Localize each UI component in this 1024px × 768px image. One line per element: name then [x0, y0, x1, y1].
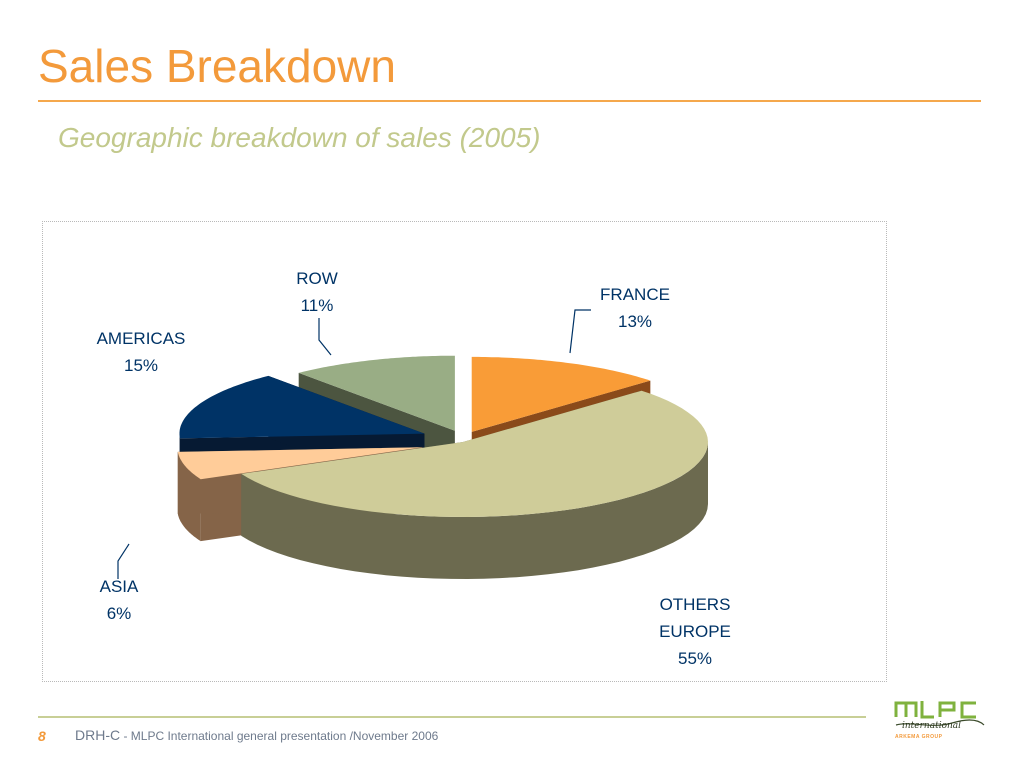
slide-title: Sales Breakdown: [38, 40, 396, 92]
leader-line: [117, 543, 130, 579]
leader-line: [318, 318, 332, 356]
page-number: 8: [38, 728, 46, 744]
slice-label: ASIA: [100, 577, 139, 596]
footer-divider: [38, 716, 866, 718]
svg-text:international: international: [902, 721, 961, 731]
slice-label: ROW: [296, 269, 338, 288]
slice-label: OTHERS: [660, 595, 731, 614]
pie-chart: FRANCE 13% OTHERS EUROPE 55% ASIA 6% AMERICAS 15…: [97, 269, 731, 668]
slice-label: AMERICAS: [97, 329, 186, 348]
pie-slice-others-europe: [241, 390, 709, 579]
footer-description: - MLPC International general presentatio…: [120, 729, 439, 743]
leader-line: [569, 309, 591, 354]
mlpc-logo: international: [894, 701, 985, 731]
footer-text: DRH-C - MLPC International general prese…: [75, 727, 438, 745]
slice-value-label: 15%: [124, 356, 158, 375]
slice-value-label: 6%: [107, 604, 132, 623]
logo-caption: ARKEMA GROUP: [895, 734, 943, 740]
title-divider: [38, 100, 981, 102]
slice-value-label: 13%: [618, 312, 652, 331]
pie-chart-frame: FRANCE 13% OTHERS EUROPE 55% ASIA 6% AMERICAS 15…: [42, 221, 887, 682]
slice-value-label: 55%: [678, 649, 712, 668]
slice-label: EUROPE: [659, 622, 731, 641]
slice-label: FRANCE: [600, 285, 670, 304]
slide-subtitle: Geographic breakdown of sales (2005): [58, 122, 541, 153]
slice-value-label: 11%: [301, 296, 334, 315]
footer-org: DRH-C: [75, 727, 121, 743]
